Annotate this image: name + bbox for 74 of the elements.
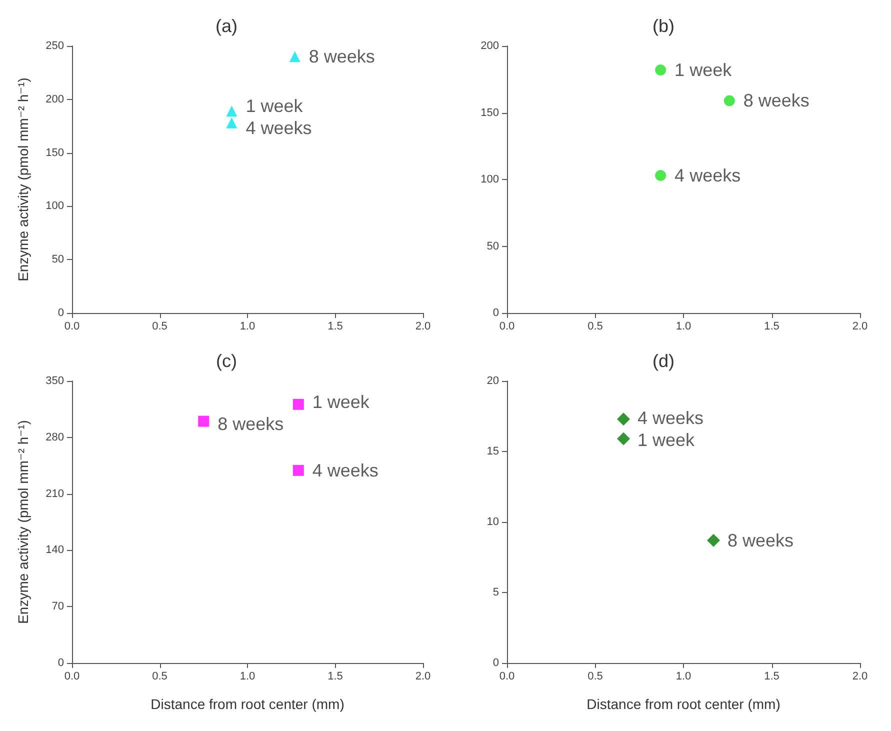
annotation: 4 weeks xyxy=(637,408,704,428)
point xyxy=(292,398,304,410)
y-tick-label: 350 xyxy=(46,375,64,387)
annotation: 1 week xyxy=(637,430,696,450)
annotation: 4 weeks xyxy=(674,165,741,186)
y-axis-title: Enzyme activity (pmol mm⁻² h⁻¹) xyxy=(15,420,31,624)
x-tick-label: 1.0 xyxy=(676,320,692,332)
y-tick-label: 100 xyxy=(46,200,64,212)
y-tick-label: 0 xyxy=(492,657,499,669)
point xyxy=(226,106,238,117)
point xyxy=(292,464,304,476)
annotation: 8 weeks xyxy=(743,90,810,111)
x-tick-label: 0.0 xyxy=(64,320,80,332)
point xyxy=(226,117,238,128)
y-tick-label: 200 xyxy=(46,93,64,106)
y-tick-label: 70 xyxy=(52,600,64,613)
y-tick-label: 15 xyxy=(486,446,499,458)
y-tick-label: 5 xyxy=(492,586,499,598)
y-tick-label: 250 xyxy=(46,40,64,52)
y-tick-label: 280 xyxy=(46,431,64,444)
point xyxy=(198,416,210,427)
y-tick-label: 10 xyxy=(486,516,499,528)
annotation: 1 week xyxy=(674,60,733,80)
point xyxy=(655,170,666,181)
x-tick-label: 2.0 xyxy=(852,320,868,332)
x-axis-title: Distance from root center (mm) xyxy=(150,696,344,712)
y-tick-label: 150 xyxy=(480,106,499,119)
y-tick-label: 140 xyxy=(46,544,64,556)
annotation: 8 weeks xyxy=(218,414,284,434)
x-tick-label: 1.5 xyxy=(328,320,343,332)
y-tick-label: 0 xyxy=(492,307,499,319)
y-axis-title: Enzyme activity (pmol mm⁻² h⁻¹) xyxy=(15,78,31,282)
y-tick-label: 0 xyxy=(58,307,64,319)
chart-title: (a) xyxy=(216,16,238,36)
y-tick-label: 210 xyxy=(46,488,64,500)
annotation: 8 weeks xyxy=(728,530,794,550)
annotation: 8 weeks xyxy=(308,46,375,67)
annotation: 1 week xyxy=(312,392,370,412)
x-tick-label: 2.0 xyxy=(852,670,868,682)
x-tick-label: 0.0 xyxy=(499,670,515,682)
y-tick-label: 150 xyxy=(46,146,64,159)
point xyxy=(616,412,630,426)
x-tick-label: 1.0 xyxy=(676,670,692,682)
point xyxy=(707,534,720,547)
point xyxy=(289,51,300,62)
y-tick-label: 20 xyxy=(486,375,499,387)
y-tick-label: 50 xyxy=(52,254,64,266)
x-tick-label: 0.5 xyxy=(588,670,603,682)
point xyxy=(724,95,735,106)
point xyxy=(655,64,666,76)
x-tick-label: 0.0 xyxy=(64,670,80,682)
x-tick-label: 1.5 xyxy=(328,670,343,682)
x-tick-label: 1.0 xyxy=(240,320,256,332)
chart-title: (c) xyxy=(216,351,237,371)
y-tick-label: 0 xyxy=(58,657,64,669)
x-tick-label: 0.0 xyxy=(499,320,515,332)
x-tick-label: 2.0 xyxy=(415,320,431,332)
y-tick-label: 100 xyxy=(480,174,499,186)
x-tick-label: 0.5 xyxy=(588,320,603,332)
annotation: 4 weeks xyxy=(246,118,312,138)
x-tick-label: 1.5 xyxy=(764,670,780,682)
annotation: 4 weeks xyxy=(312,460,378,480)
x-tick-label: 1.5 xyxy=(764,320,780,332)
x-tick-label: 0.5 xyxy=(152,320,168,332)
point xyxy=(616,432,630,446)
x-tick-label: 1.0 xyxy=(240,670,256,682)
x-tick-label: 0.5 xyxy=(152,670,168,682)
annotation: 1 week xyxy=(246,96,304,116)
chart-title: (b) xyxy=(652,16,674,36)
chart-title: (d) xyxy=(652,351,674,371)
y-tick-label: 50 xyxy=(486,240,499,252)
y-tick-label: 200 xyxy=(480,40,499,52)
x-tick-label: 2.0 xyxy=(415,670,431,682)
x-axis-title: Distance from root center (mm) xyxy=(586,696,780,712)
